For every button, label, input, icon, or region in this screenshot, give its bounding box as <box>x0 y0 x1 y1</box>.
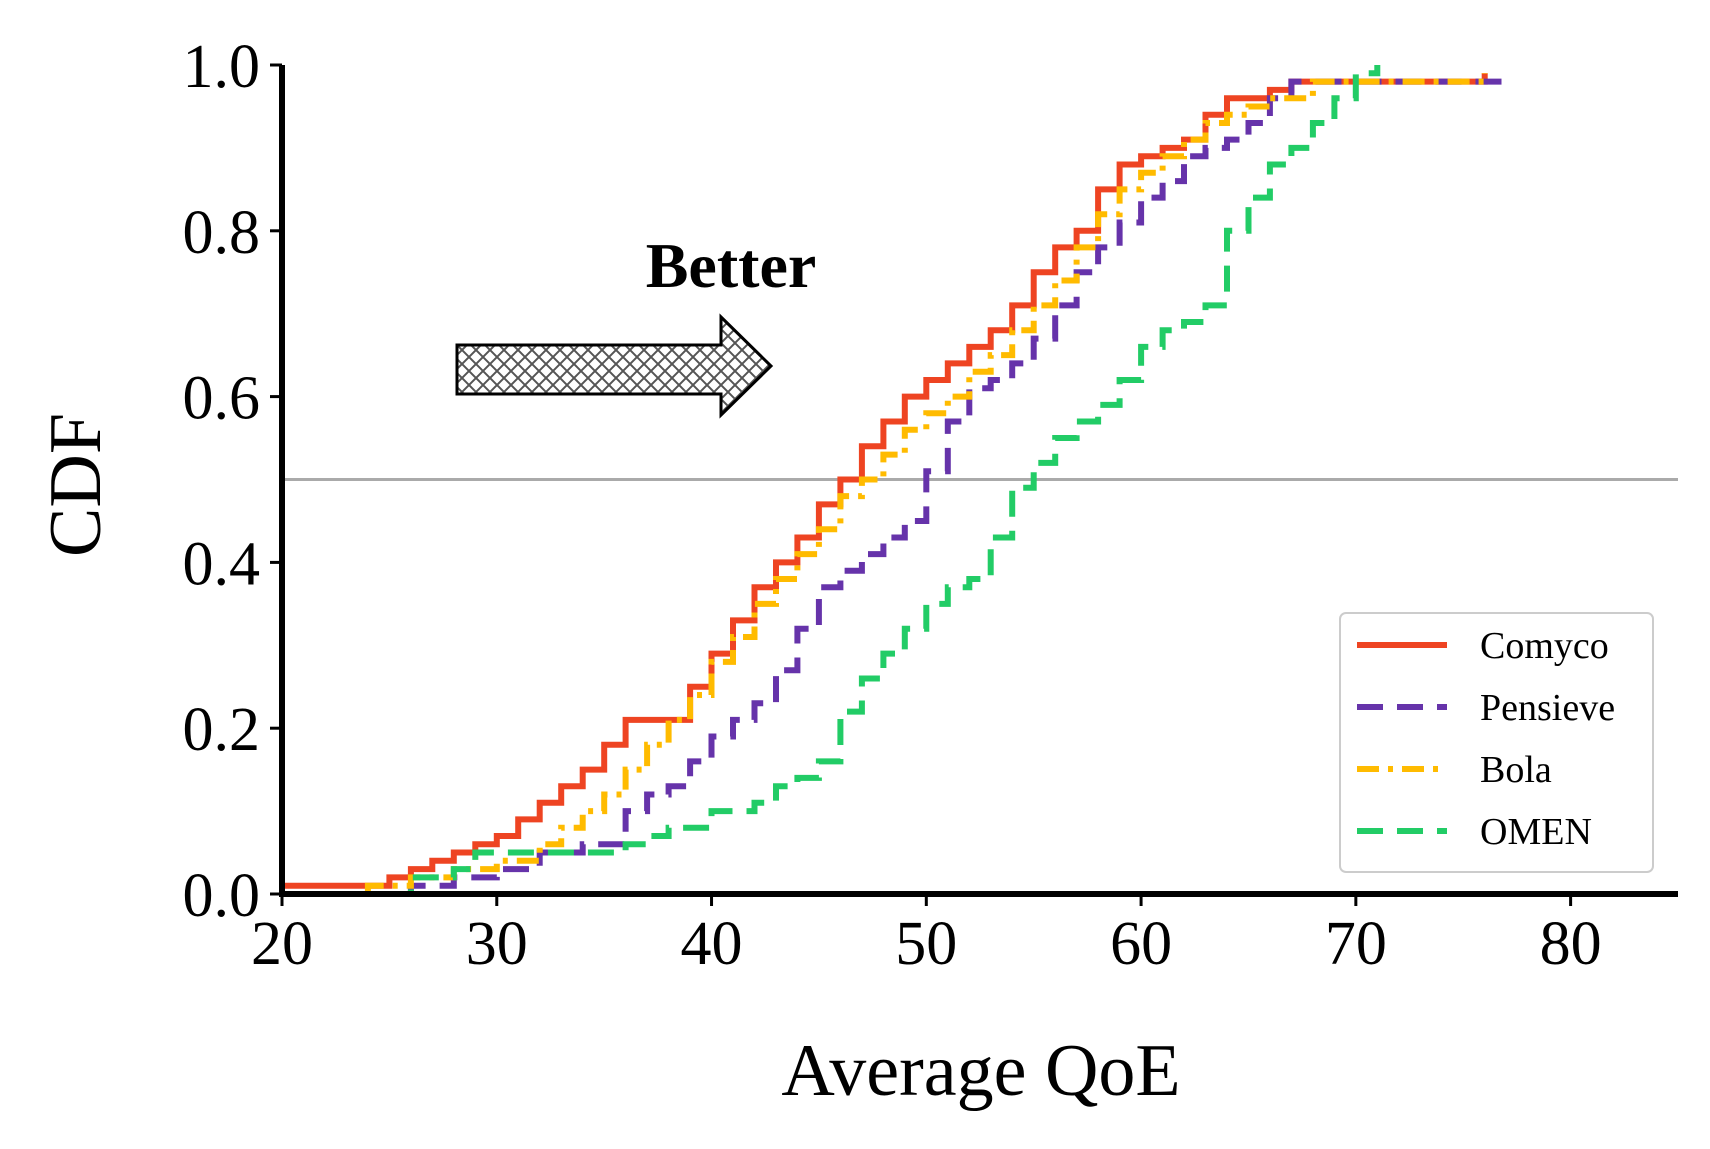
legend-label-omen: OMEN <box>1480 811 1592 853</box>
x-tick-label: 30 <box>466 910 528 978</box>
y-tick-label: 0.6 <box>183 365 261 433</box>
y-tick-label: 0.0 <box>183 862 261 930</box>
series-line-pensieve <box>367 73 1510 897</box>
legend: Comyco Pensieve Bola OMEN <box>1339 612 1654 873</box>
x-tick-label: 20 <box>251 910 313 978</box>
x-tick-label: 70 <box>1325 910 1387 978</box>
ticks-group: 20 30 40 50 60 70 80 0.0 0.2 0.4 0.6 0.8 1.0 <box>183 33 1602 978</box>
legend-items: Comyco Pensieve Bola OMEN <box>1357 625 1615 853</box>
x-tick-label: 60 <box>1110 910 1172 978</box>
x-tick-label: 50 <box>895 910 957 978</box>
axes-group <box>279 65 1678 897</box>
series-line-bola <box>325 73 1488 897</box>
legend-label-comyco: Comyco <box>1480 625 1609 667</box>
x-axis-label: Average QoE <box>781 1030 1180 1112</box>
series-line-comyco <box>282 73 1488 889</box>
y-axis-label: CDF <box>35 413 117 557</box>
y-tick-label: 0.2 <box>183 696 261 764</box>
better-annotation-label: Better <box>646 230 817 301</box>
better-arrow-icon <box>455 313 774 419</box>
legend-label-bola: Bola <box>1480 749 1552 791</box>
series-group <box>282 65 1510 897</box>
y-tick-label: 0.4 <box>183 530 261 598</box>
y-tick-label: 0.8 <box>183 199 261 267</box>
y-tick-label: 1.0 <box>183 33 261 101</box>
legend-label-pensieve: Pensieve <box>1480 687 1615 729</box>
x-tick-label: 40 <box>681 910 743 978</box>
legend-frame <box>1339 612 1654 873</box>
x-tick-label: 80 <box>1540 910 1602 978</box>
